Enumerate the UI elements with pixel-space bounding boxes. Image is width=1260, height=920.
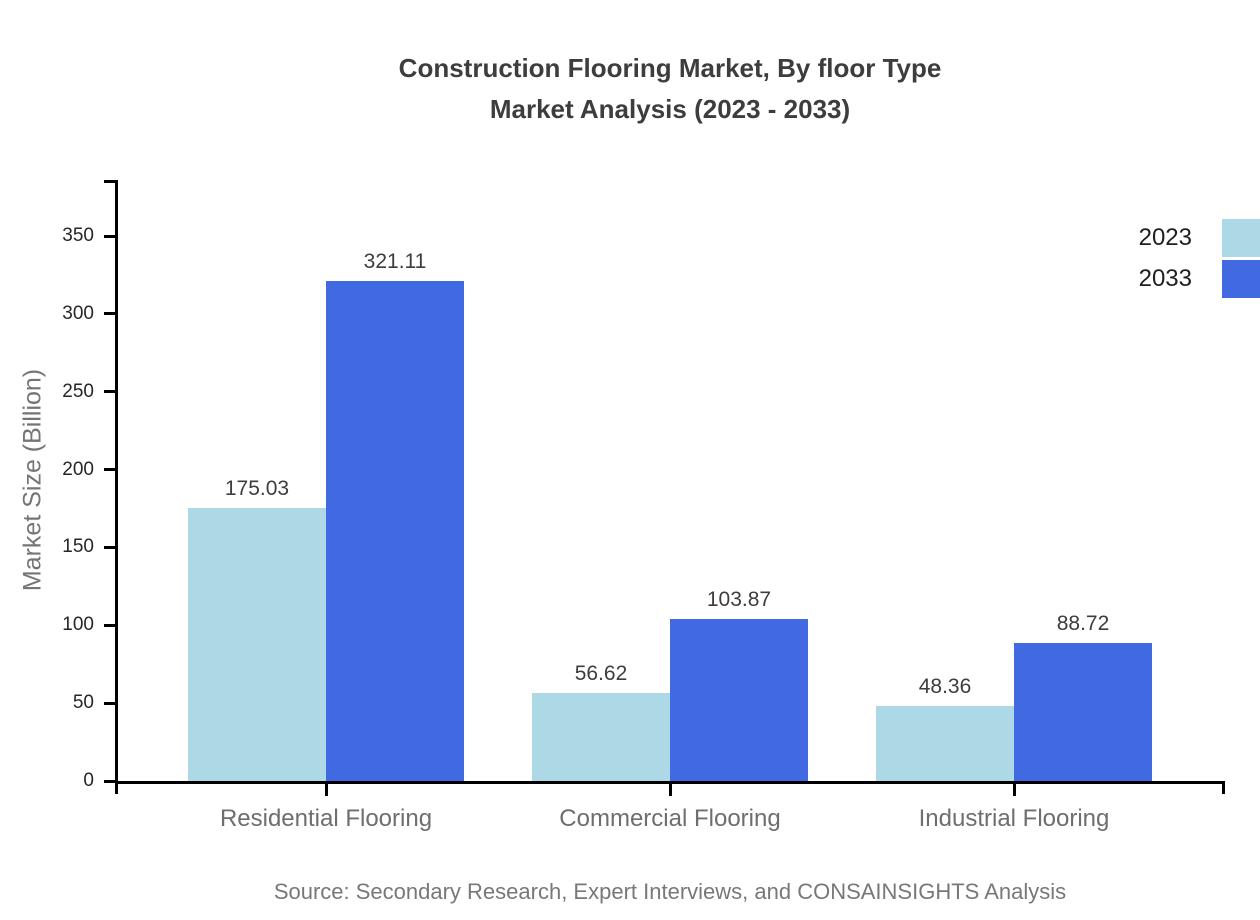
y-tick-0 [104,779,117,783]
y-tick-label-150: 150 [62,536,94,558]
x-tick-industrial-flooring [1012,783,1016,796]
bar-2023-industrial-flooring [876,705,1014,781]
y-tick-150 [104,545,117,549]
bar-2033-residential-flooring [326,281,464,781]
legend-item-2023: 2023 [1139,219,1260,257]
y-axis-top-cap [104,180,117,183]
y-tick-label-100: 100 [62,614,94,636]
chart-title: Construction Flooring Market, By floor T… [118,48,1222,130]
y-tick-label-300: 300 [62,302,94,324]
legend-item-2033: 2033 [1139,260,1260,298]
y-tick-350 [104,234,117,238]
chart-title-line-1: Construction Flooring Market, By floor T… [398,53,942,83]
y-tick-label-0: 0 [83,770,94,791]
bar-value-2033-industrial-flooring: 88.72 [1056,611,1110,635]
category-label-industrial-flooring: Industrial Flooring [918,805,1110,832]
bar-2033-industrial-flooring [1014,642,1152,781]
legend-label-2023: 2023 [1138,224,1192,251]
source-text: Source: Secondary Research, Expert Inter… [273,879,1067,904]
x-tick-commercial-flooring [668,783,672,796]
bar-value-2023-commercial-flooring: 56.62 [574,661,628,685]
legend-swatch-2033 [1222,260,1260,298]
x-axis [118,781,1222,784]
bar-2023-residential-flooring [188,508,326,781]
legend-label-2033: 2033 [1138,265,1192,292]
bar-value-2023-industrial-flooring: 48.36 [918,674,972,698]
y-tick-label-200: 200 [62,458,94,480]
plot-area: 0 50 100 150 200 250 300 350 Residential Floorin… [62,180,1225,832]
bar-value-2033-commercial-flooring: 103.87 [706,588,772,612]
y-tick-300 [104,312,117,316]
bar-2023-commercial-flooring [532,692,670,781]
x-tick-residential-flooring [324,783,328,796]
y-tick-50 [104,701,117,705]
y-tick-250 [104,390,117,394]
category-label-residential-flooring: Residential Flooring [219,805,433,832]
y-tick-label-250: 250 [62,380,94,402]
y-axis [115,180,118,794]
y-tick-label-50: 50 [72,692,94,714]
bar-value-2033-residential-flooring: 321.11 [363,250,427,274]
legend-swatch-2023 [1222,219,1260,257]
category-label-commercial-flooring: Commercial Flooring [559,805,781,832]
y-tick-200 [104,468,117,472]
y-tick-label-350: 350 [62,225,94,247]
y-tick-100 [104,623,117,627]
bar-value-2023-residential-flooring: 175.03 [224,477,290,501]
legend: 2023 2033 [1139,219,1260,298]
chart-title-line-2: Market Analysis (2023 - 2033) [489,94,851,124]
bar-2033-commercial-flooring [670,619,808,781]
x-axis-right-cap [1222,781,1225,794]
